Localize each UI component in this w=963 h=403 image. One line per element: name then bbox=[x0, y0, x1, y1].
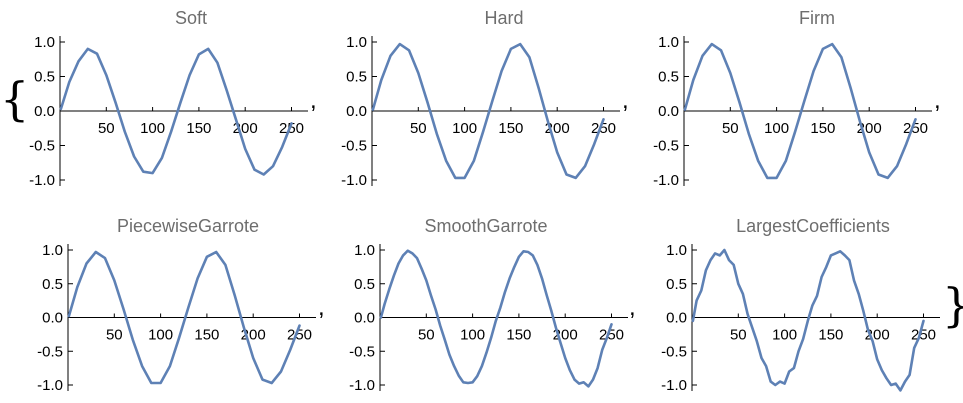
separator-comma-1: , bbox=[310, 87, 317, 114]
y-tick-label: 0.5 bbox=[666, 276, 687, 293]
series-line bbox=[379, 249, 613, 388]
plot-panel: PiecewiseGarrote 1.0 0.5 0.0 -0.5 -1.0 50 100 15… bbox=[37, 216, 316, 394]
x-tick-label: 150 bbox=[818, 327, 843, 344]
y-tick-label: -1.0 bbox=[653, 172, 679, 189]
panel-title: Firm bbox=[799, 8, 835, 28]
x-tick-label: 50 bbox=[106, 327, 123, 344]
y-tick-label: 0.0 bbox=[34, 103, 55, 120]
plot-panel: LargestCoefficients 1.0 0.5 0.0 -0.5 -1.0 50 10… bbox=[661, 216, 940, 394]
y-tick-label: 1.0 bbox=[354, 242, 375, 259]
panel-title: SmoothGarrote bbox=[424, 216, 547, 236]
x-tick-label: 100 bbox=[452, 120, 477, 137]
y-tick-label: 1.0 bbox=[34, 34, 55, 51]
x-tick-label: 50 bbox=[418, 327, 435, 344]
x-tick-label: 100 bbox=[460, 327, 485, 344]
x-tick-label: 100 bbox=[140, 120, 165, 137]
separator-comma-2: , bbox=[622, 87, 629, 114]
x-tick-label: 100 bbox=[772, 327, 797, 344]
y-tick-label: 0.5 bbox=[354, 276, 375, 293]
x-tick-label: 250 bbox=[599, 327, 624, 344]
separator-comma-5: , bbox=[629, 294, 636, 321]
y-tick-label: 0.5 bbox=[346, 69, 367, 86]
panel-title: PiecewiseGarrote bbox=[117, 216, 259, 236]
y-tick-label: 0.5 bbox=[42, 276, 63, 293]
panel-title: Hard bbox=[484, 8, 523, 28]
y-tick-label: 0.5 bbox=[34, 69, 55, 86]
x-tick-label: 150 bbox=[810, 120, 835, 137]
x-tick-label: 100 bbox=[148, 327, 173, 344]
y-tick-label: 0.0 bbox=[666, 310, 687, 327]
panel-title: LargestCoefficients bbox=[736, 216, 890, 236]
y-tick-label: -1.0 bbox=[37, 377, 63, 394]
y-tick-label: -0.5 bbox=[349, 343, 375, 360]
y-tick-label: 1.0 bbox=[658, 34, 679, 51]
x-tick-label: 150 bbox=[506, 327, 531, 344]
y-tick-label: -0.5 bbox=[29, 138, 55, 155]
y-tick-label: -0.5 bbox=[661, 343, 687, 360]
y-tick-label: -0.5 bbox=[341, 138, 367, 155]
series-line bbox=[683, 42, 917, 180]
x-tick-label: 250 bbox=[279, 120, 304, 137]
x-tick-label: 150 bbox=[186, 120, 211, 137]
separator-comma-4: , bbox=[318, 294, 325, 321]
series-line bbox=[67, 250, 301, 385]
y-tick-label: 1.0 bbox=[42, 242, 63, 259]
series-line bbox=[691, 248, 925, 392]
x-tick-label: 100 bbox=[764, 120, 789, 137]
y-tick-label: -0.5 bbox=[37, 343, 63, 360]
y-tick-label: -0.5 bbox=[653, 138, 679, 155]
y-tick-label: -1.0 bbox=[341, 172, 367, 189]
series-line bbox=[371, 42, 605, 180]
y-tick-label: -1.0 bbox=[661, 377, 687, 394]
close-brace: } bbox=[942, 278, 963, 332]
x-tick-label: 150 bbox=[498, 120, 523, 137]
x-tick-label: 250 bbox=[911, 327, 936, 344]
separator-comma-3: , bbox=[934, 87, 941, 114]
x-tick-label: 50 bbox=[722, 120, 739, 137]
x-tick-label: 50 bbox=[730, 327, 747, 344]
panel-title: Soft bbox=[175, 8, 207, 28]
y-tick-label: -1.0 bbox=[349, 377, 375, 394]
open-brace: { bbox=[0, 72, 29, 126]
y-tick-label: 0.0 bbox=[346, 103, 367, 120]
x-tick-label: 50 bbox=[410, 120, 427, 137]
y-tick-label: 0.5 bbox=[658, 69, 679, 86]
series-line bbox=[59, 47, 293, 176]
y-tick-label: 1.0 bbox=[666, 242, 687, 259]
y-tick-label: -1.0 bbox=[29, 172, 55, 189]
x-tick-label: 50 bbox=[98, 120, 115, 137]
y-tick-label: 0.0 bbox=[354, 310, 375, 327]
x-tick-label: 150 bbox=[194, 327, 219, 344]
y-tick-label: 1.0 bbox=[346, 34, 367, 51]
y-tick-label: 0.0 bbox=[658, 103, 679, 120]
y-tick-label: 0.0 bbox=[42, 310, 63, 327]
